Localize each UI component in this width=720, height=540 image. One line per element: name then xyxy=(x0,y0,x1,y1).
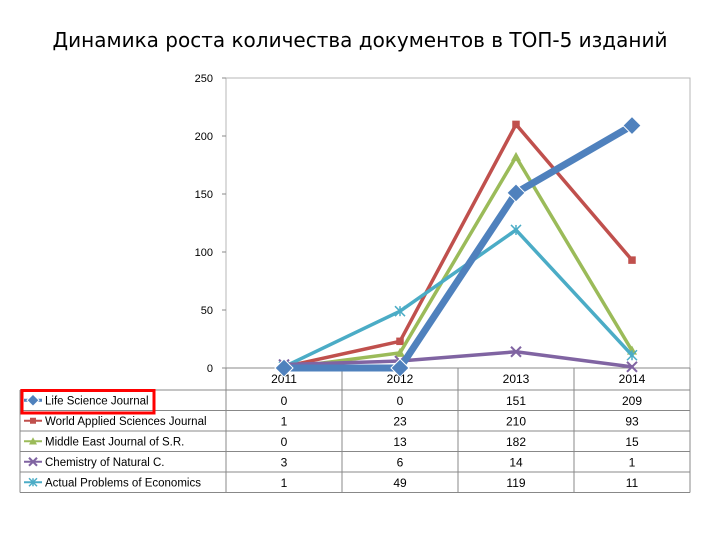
y-tick-label: 50 xyxy=(201,305,213,317)
legend-key-marker xyxy=(29,437,37,445)
data-point xyxy=(628,256,636,264)
legend-key-marker xyxy=(28,457,38,467)
data-point xyxy=(506,183,526,203)
x-tick-label: 2011 xyxy=(271,372,297,386)
x-tick-label: 2014 xyxy=(619,372,646,386)
series-line xyxy=(282,350,634,369)
legend-label: World Applied Sciences Journal xyxy=(45,416,207,428)
data-label: 11 xyxy=(626,476,639,490)
data-label: 209 xyxy=(622,394,642,408)
data-label: 1 xyxy=(281,476,288,490)
legend-key-marker xyxy=(28,477,38,487)
data-point xyxy=(626,361,638,373)
marker-stroke xyxy=(28,457,38,467)
data-point xyxy=(510,224,522,236)
x-tick-label: 2013 xyxy=(503,372,530,386)
legend-label: Middle East Journal of S.R. xyxy=(45,436,184,448)
data-label: 49 xyxy=(393,476,407,490)
chart-title: Динамика роста количества документов в Т… xyxy=(52,28,668,52)
legend-key-marker xyxy=(26,393,40,407)
data-point xyxy=(510,346,522,358)
marker-stroke xyxy=(510,346,522,358)
data-point xyxy=(511,151,521,161)
series-line xyxy=(280,122,636,372)
series-line xyxy=(282,228,634,369)
plot-area xyxy=(225,77,691,369)
data-point xyxy=(274,358,294,378)
series-line xyxy=(282,155,634,370)
data-point xyxy=(390,358,410,378)
data-label: 1 xyxy=(281,415,288,429)
data-label: 6 xyxy=(397,456,404,470)
legend-label: Chemistry of Natural C. xyxy=(45,457,165,469)
data-label: 23 xyxy=(393,415,407,429)
y-tick-label: 100 xyxy=(195,247,213,259)
legend-key-marker xyxy=(30,417,36,424)
data-label: 0 xyxy=(281,394,288,408)
data-point xyxy=(626,349,638,361)
x-tick-label: 2012 xyxy=(387,372,414,386)
data-label: 182 xyxy=(506,435,526,449)
data-label: 151 xyxy=(506,394,526,408)
data-label: 3 xyxy=(281,456,288,470)
marker-stroke xyxy=(626,361,638,373)
data-point xyxy=(394,305,406,317)
legend-label: Life Science Journal xyxy=(45,395,149,407)
data-label: 1 xyxy=(629,456,636,470)
data-label: 0 xyxy=(281,435,288,449)
y-tick-label: 0 xyxy=(207,363,213,375)
data-label: 0 xyxy=(397,394,404,408)
y-tick-label: 150 xyxy=(195,189,213,201)
data-label: 14 xyxy=(509,456,523,470)
data-point xyxy=(622,115,642,136)
data-label: 210 xyxy=(506,415,526,429)
legend-label: Actual Problems of Economics xyxy=(45,477,201,489)
data-point xyxy=(395,347,405,357)
highlight-box xyxy=(20,389,156,415)
series-line xyxy=(282,122,634,369)
y-tick-label: 200 xyxy=(195,131,213,143)
data-point xyxy=(512,120,520,129)
y-tick-label: 250 xyxy=(195,73,213,85)
data-point xyxy=(396,337,404,346)
data-label: 13 xyxy=(393,435,407,449)
data-label: 93 xyxy=(625,415,639,429)
data-label: 15 xyxy=(625,435,639,449)
data-label: 119 xyxy=(506,476,525,490)
